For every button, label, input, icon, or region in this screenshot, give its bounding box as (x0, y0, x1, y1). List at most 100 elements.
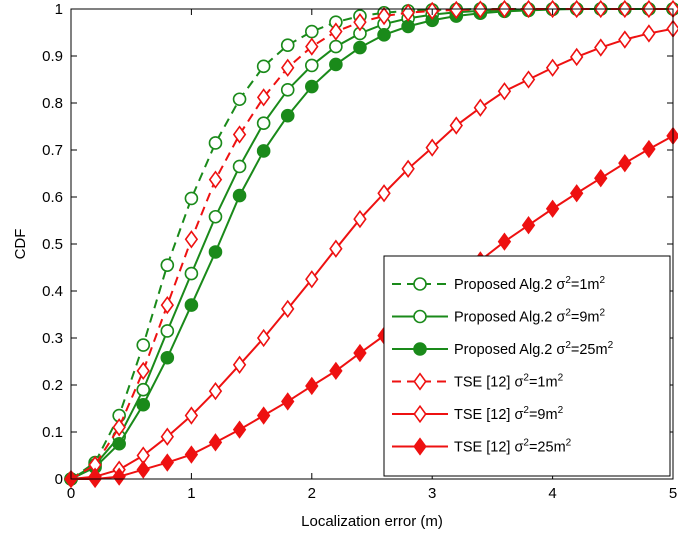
data-point-marker (545, 58, 560, 77)
data-point-marker (413, 404, 427, 424)
y-tick-label: 1 (55, 1, 63, 18)
data-point-marker (304, 24, 319, 39)
y-tick-label: 0.8 (42, 95, 63, 112)
data-point-marker (160, 258, 175, 272)
data-point-marker (353, 209, 367, 229)
legend-label: Proposed Alg.2 σ2=9m2 (454, 308, 606, 326)
data-point-marker (304, 58, 319, 73)
plot-series-layer (64, 0, 678, 489)
legend-entry: Proposed Alg.2 σ2=25m2 (392, 340, 614, 358)
legend-entry: Proposed Alg.2 σ2=9m2 (392, 308, 606, 326)
legend-entry: TSE [12] σ2=9m2 (392, 404, 564, 424)
data-point-marker (594, 38, 608, 57)
data-point-marker (401, 19, 415, 34)
data-point-marker (256, 144, 271, 158)
data-point-marker (136, 361, 150, 381)
data-point-marker (256, 88, 271, 107)
data-point-marker (413, 342, 427, 356)
data-point-marker (413, 309, 427, 324)
data-point-marker (304, 79, 319, 94)
data-point-marker (497, 82, 512, 101)
x-tick-label: 2 (308, 485, 316, 502)
series-5 (64, 19, 678, 489)
data-point-marker (449, 116, 463, 135)
y-tick-label: 0.7 (42, 142, 63, 159)
data-point-marker (184, 406, 199, 425)
data-point-marker (256, 59, 271, 74)
data-point-marker (208, 136, 223, 150)
data-point-marker (281, 299, 295, 319)
data-point-marker (281, 392, 295, 411)
data-point-marker (256, 116, 271, 131)
data-point-marker (208, 170, 223, 189)
data-point-marker (136, 338, 151, 352)
axis-ticks: 0 1 2 3 4 5 0 0.1 0.2 0.3 0.4 0.5 0.6 0.7 0.8 0.9 1 (42, 1, 677, 502)
data-point-marker (160, 427, 175, 446)
data-point-marker (232, 188, 247, 203)
data-point-marker (184, 445, 199, 464)
data-point-marker (413, 277, 427, 291)
data-point-marker (184, 191, 199, 206)
data-point-marker (305, 270, 319, 289)
data-point-marker (184, 298, 199, 312)
data-point-marker (353, 13, 367, 32)
legend: Proposed Alg.2 σ2=1m2 Proposed Alg.2 σ2=9… (383, 255, 671, 477)
data-point-marker (329, 57, 343, 72)
data-point-marker (497, 232, 512, 251)
data-point-marker (569, 184, 584, 203)
data-point-marker (329, 239, 343, 258)
legend-label: TSE [12] σ2=1m2 (454, 373, 564, 391)
x-tick-label: 4 (548, 485, 556, 502)
data-point-marker (594, 169, 608, 188)
data-point-marker (208, 209, 223, 224)
data-point-marker (281, 58, 295, 77)
data-point-marker (208, 381, 223, 401)
data-point-marker (232, 355, 247, 374)
data-point-marker (305, 376, 319, 396)
data-point-marker (329, 22, 343, 41)
data-point-marker (160, 453, 175, 472)
data-point-marker (256, 328, 271, 348)
data-point-marker (329, 361, 343, 381)
data-point-marker (184, 266, 199, 281)
data-point-marker (353, 40, 367, 55)
legend-box (383, 255, 671, 477)
y-tick-label: 0.1 (42, 424, 63, 441)
x-axis-label: Localization error (m) (301, 513, 443, 530)
data-point-marker (377, 28, 391, 42)
data-point-marker (377, 6, 391, 26)
data-point-marker (305, 37, 319, 56)
data-point-marker (160, 295, 175, 315)
x-tick-label: 1 (187, 485, 195, 502)
legend-label: Proposed Alg.2 σ2=25m2 (454, 340, 614, 358)
data-point-marker (136, 382, 151, 397)
data-point-marker (160, 350, 175, 365)
x-tick-label: 5 (669, 485, 677, 502)
data-point-marker (184, 230, 199, 249)
data-point-marker (256, 406, 271, 425)
data-point-marker (112, 436, 126, 451)
data-point-marker (642, 139, 656, 159)
data-point-marker (425, 138, 439, 157)
data-point-marker (112, 467, 126, 486)
x-tick-label: 0 (67, 485, 75, 502)
legend-label: Proposed Alg.2 σ2=1m2 (454, 275, 606, 293)
data-point-marker (232, 420, 247, 439)
data-point-marker (329, 39, 343, 54)
data-point-marker (112, 418, 126, 437)
data-point-marker (449, 0, 463, 20)
data-point-marker (232, 125, 247, 144)
data-point-marker (353, 343, 367, 363)
x-tick-label: 3 (428, 485, 436, 502)
legend-entry: Proposed Alg.2 σ2=1m2 (392, 275, 606, 293)
data-point-marker (642, 24, 656, 43)
y-tick-label: 0.2 (42, 377, 63, 394)
data-point-marker (280, 38, 295, 52)
y-tick-label: 0.5 (42, 236, 63, 253)
y-tick-label: 0.4 (42, 283, 63, 300)
data-point-marker (521, 70, 536, 89)
data-point-marker (208, 433, 223, 452)
data-point-marker (280, 108, 295, 123)
data-point-marker (232, 159, 247, 174)
